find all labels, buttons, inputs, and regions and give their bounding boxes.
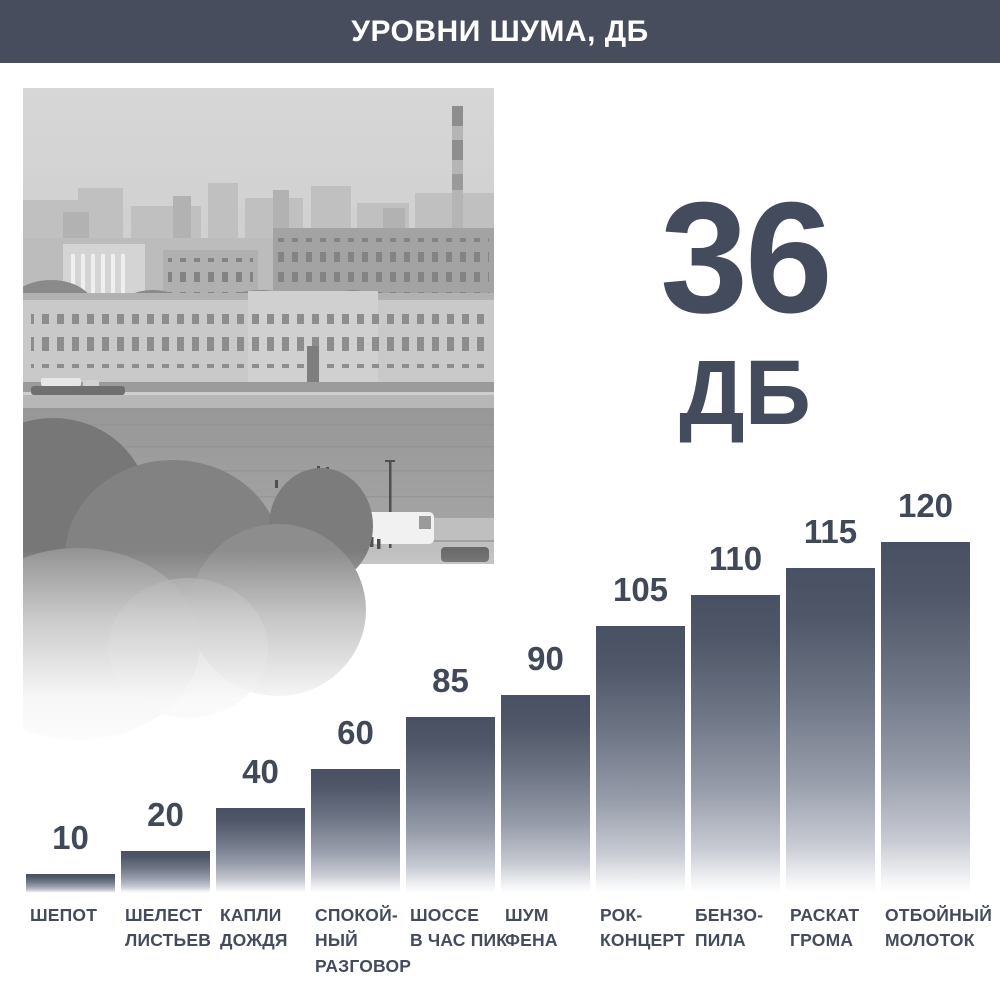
highlight-unit: ДБ [679,342,811,445]
bar [691,595,780,893]
bar-value-label: 10 [52,819,89,856]
bar-value-label: 85 [432,662,469,699]
bar [501,695,590,893]
bar-category-label: ШУМ ФЕНА [505,905,558,951]
highlight-number: 36 [660,170,833,346]
bar [26,874,115,893]
bar-value-label: 20 [147,796,184,833]
bar-category-label: КАПЛИ ДОЖДЯ [220,905,288,951]
bar-value-label: 105 [612,571,669,608]
bar [311,769,400,893]
bar [406,717,495,893]
highlight-value: 36 ДБ [570,170,920,445]
bar-category-label: ОТБОЙНЫЙ МОЛОТОК [885,905,993,951]
bar-value-label: 90 [527,640,564,677]
bar-value-label: 115 [803,513,858,550]
bar-category-label: РОК- КОНЦЕРТ [600,905,685,951]
bar-value-label: 60 [337,714,374,751]
bar [786,568,875,893]
bar [881,542,970,893]
bar-category-label: ШОССЕ В ЧАС ПИК [410,905,508,951]
bar-category-label: РАСКАТ ГРОМА [790,905,860,951]
header-bar: УРОВНИ ШУМА, ДБ [0,0,1000,63]
bar-category-label: БЕНЗО- ПИЛА [695,905,764,951]
bar-category-label: СПОКОЙ- НЫЙ РАЗГОВОР [315,905,412,976]
bar-value-label: 40 [242,753,279,790]
bar-category-label: ШЕЛЕСТ ЛИСТЬЕВ [125,905,212,951]
bar [596,626,685,893]
bar [121,851,210,893]
bar [216,808,305,893]
page-title: УРОВНИ ШУМА, ДБ [351,14,649,48]
bar-value-label: 120 [897,487,954,524]
bar-category-label: ШЕПОТ [30,905,98,925]
bar-value-label: 110 [708,540,763,577]
